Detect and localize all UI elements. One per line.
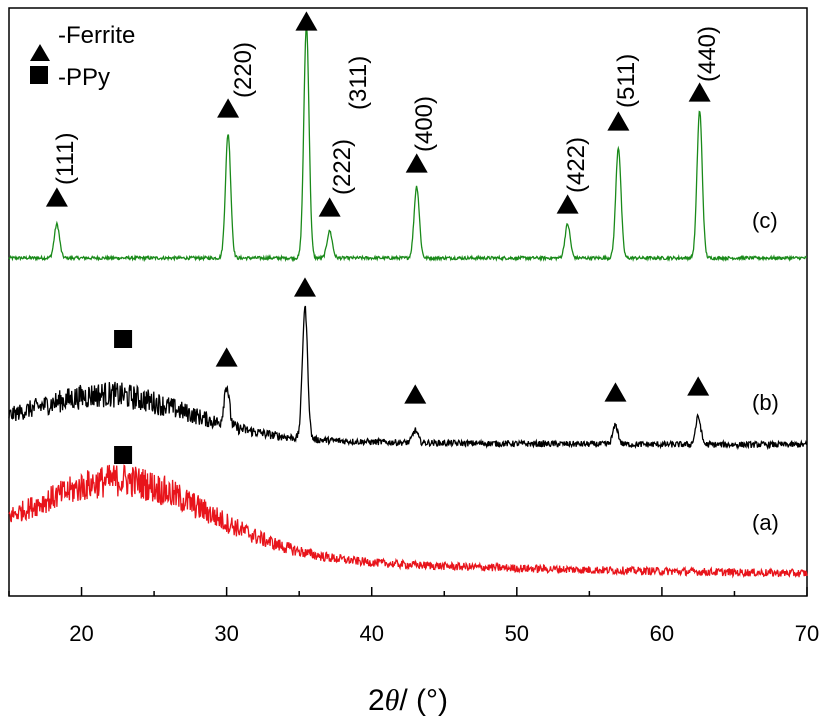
x-axis-label: 2θ/ (°) [368,684,448,717]
ferrite-marker-b-3 [604,382,627,402]
ferrite-marker-c-3 [318,197,341,217]
x-axis-label-suffix: / (°) [399,684,448,717]
curve-label-c: (c) [752,208,778,233]
ferrite-marker-c-2 [295,11,318,31]
ferrite-marker-c-7 [688,82,711,102]
x-tick-label-70: 70 [795,621,819,646]
peak-label-400: (400) [411,96,438,152]
legend-square-marker [30,66,48,84]
x-tick-label-40: 40 [359,621,383,646]
peak-label-511: (511) [613,54,640,108]
series-line-c [8,25,808,263]
legend: -Ferrite -PPy [30,22,135,91]
x-tick-label-50: 50 [505,621,529,646]
x-axis-label-theta: θ [385,684,400,717]
ferrite-marker-c-5 [556,194,579,214]
ferrite-marker-c-0 [45,187,68,207]
legend-ppy-label: -PPy [58,64,110,91]
ferrite-marker-c-1 [217,98,240,118]
x-tick-label-60: 60 [650,621,674,646]
ppy-marker-b-0 [114,330,133,348]
x-axis-label-prefix: 2 [368,684,385,717]
x-tick-label-20: 20 [69,621,93,646]
legend-ferrite-label: -Ferrite [58,22,135,49]
legend-triangle-marker [30,44,50,61]
labels-layer: (c) (111) (220) (222) (400) (422) (511) (440) (3… [52,26,779,535]
series-layer [8,25,808,579]
series-line-b [8,305,808,451]
ferrite-marker-c-4 [405,153,428,173]
plot-frame [8,7,808,597]
ferrite-marker-b-4 [687,376,710,396]
x-axis: 20 30 40 50 60 70 [8,587,819,646]
markers-layer [45,11,711,464]
ferrite-marker-c-6 [607,111,630,131]
ferrite-marker-b-0 [215,347,238,367]
ferrite-marker-b-2 [404,384,427,404]
ppy-marker-a-0 [114,446,133,464]
peak-label-220: (220) [230,42,257,98]
series-line-a [8,464,808,579]
curve-label-b: (b) [752,390,779,415]
peak-label-222: (222) [329,139,356,195]
peak-label-440: (440) [694,26,721,82]
ferrite-marker-b-1 [293,277,316,297]
peak-label-311: (311) [345,56,372,110]
curve-label-a: (a) [752,510,779,535]
peak-label-422: (422) [563,137,590,193]
x-tick-label-30: 30 [214,621,238,646]
peak-label-111: (111) [52,133,79,185]
